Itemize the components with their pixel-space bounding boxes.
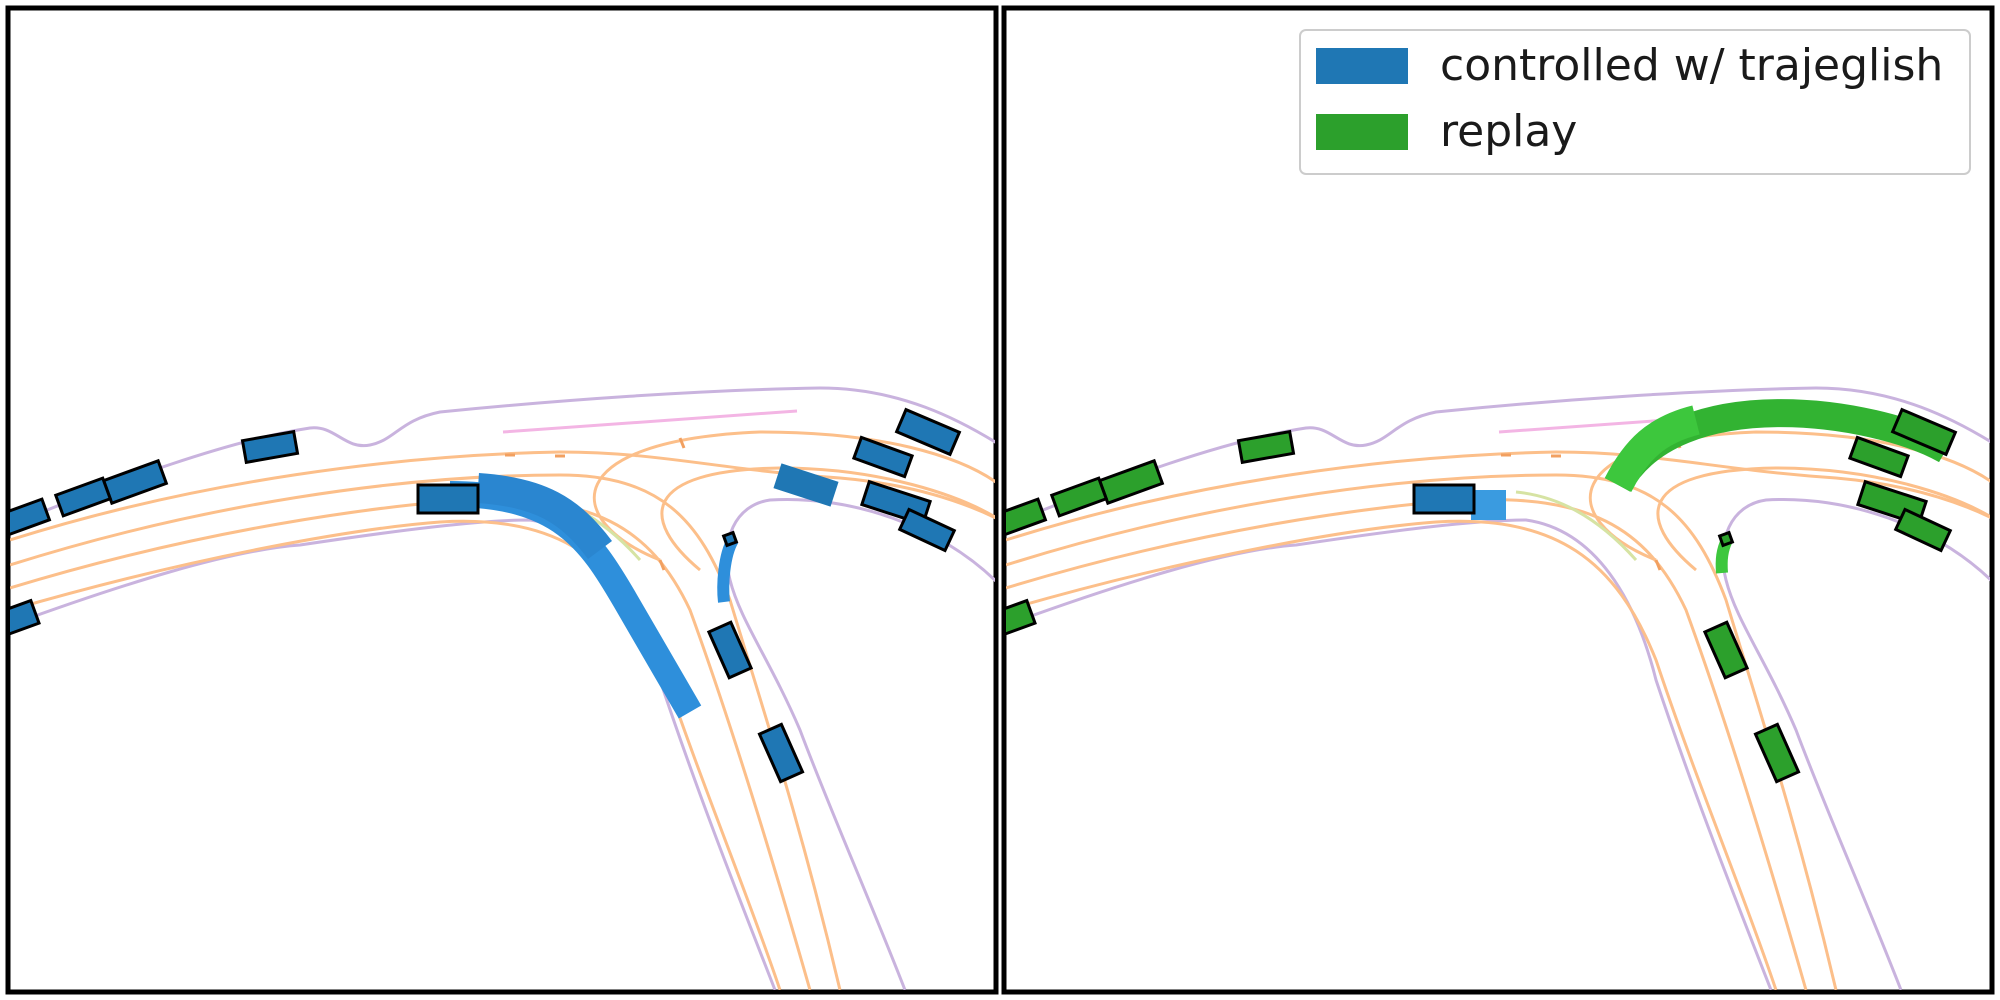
agent-vehicle xyxy=(724,533,737,546)
legend-label-controlled: controlled w/ trajeglish xyxy=(1440,40,1943,91)
agent-vehicle xyxy=(1720,533,1733,546)
agent-vehicle xyxy=(418,485,478,513)
ego-trail-short xyxy=(1471,490,1506,520)
legend-swatch-replay xyxy=(1316,114,1408,150)
legend-label-replay: replay xyxy=(1440,106,1577,157)
legend: controlled w/ trajeglish replay xyxy=(1300,30,1970,174)
legend-swatch-controlled xyxy=(1316,48,1408,84)
agent-vehicle xyxy=(1414,485,1474,513)
